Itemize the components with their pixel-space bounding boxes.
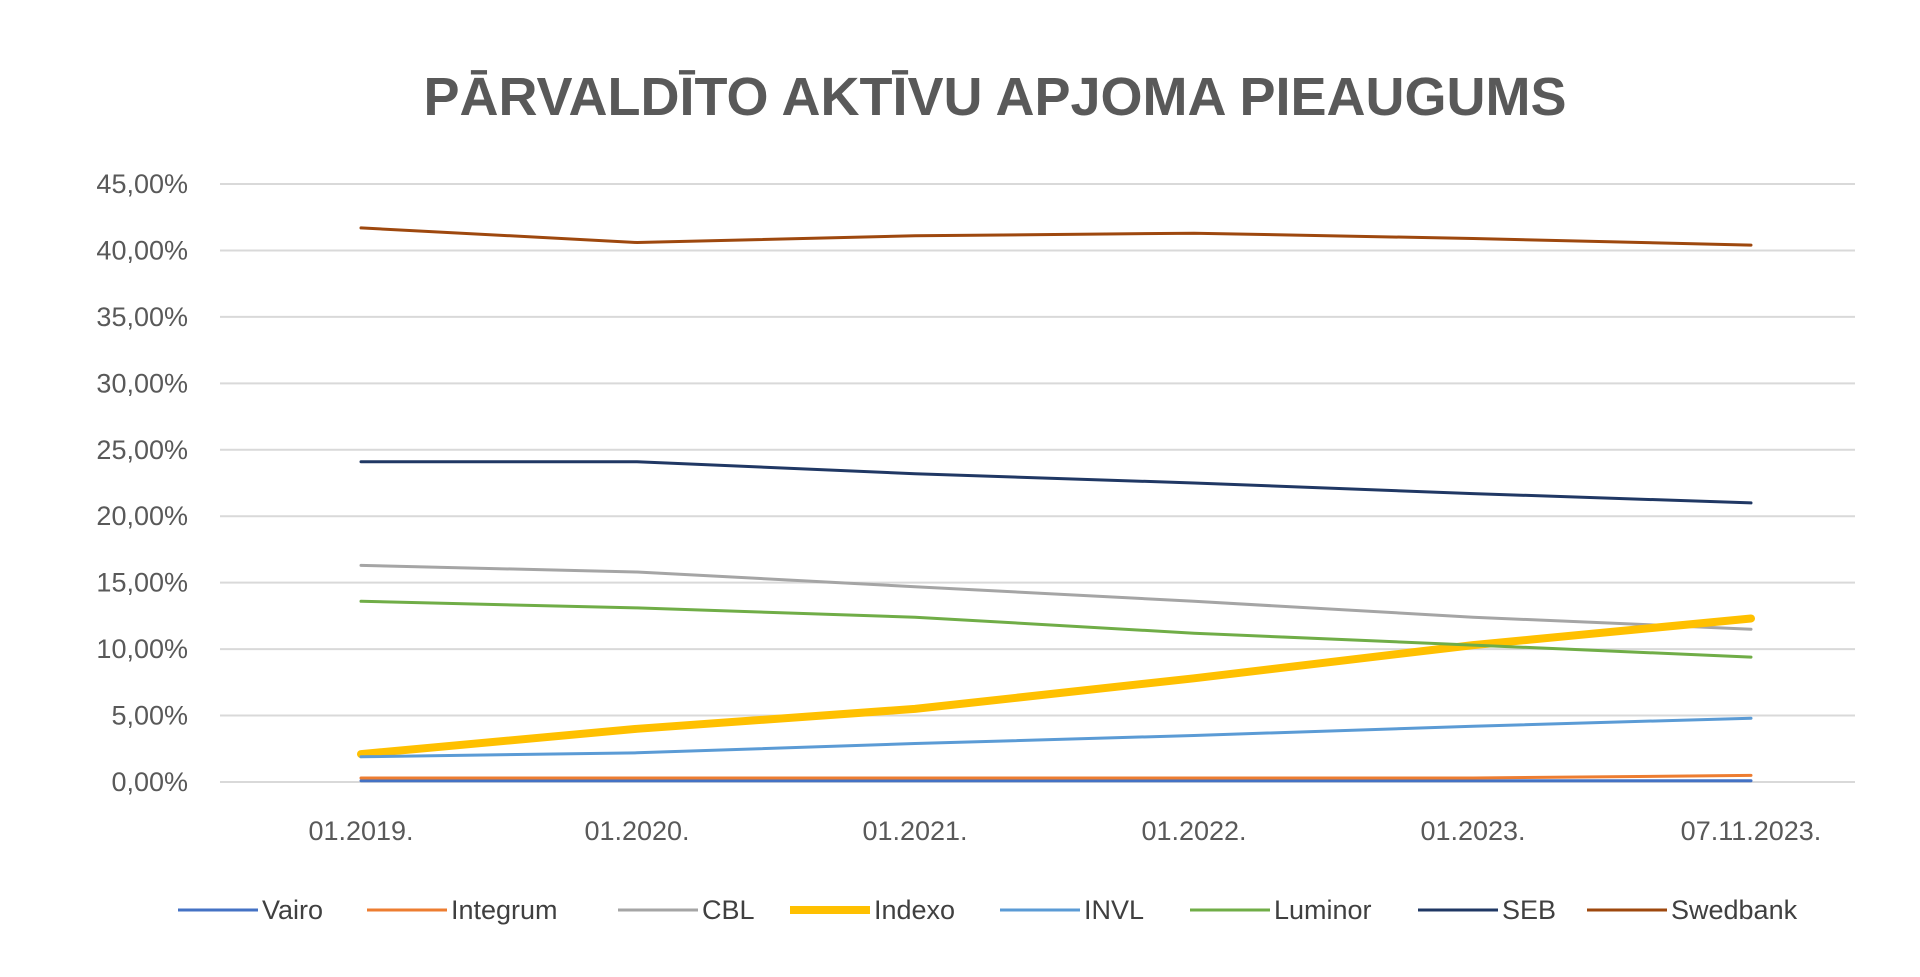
legend-label: INVL <box>1084 895 1144 925</box>
series-line-invl <box>359 716 1753 759</box>
y-tick-label: 10,00% <box>96 634 188 664</box>
y-tick-label: 15,00% <box>96 568 188 598</box>
series-line-integrum <box>359 773 1753 780</box>
series-line-cbl <box>359 563 1753 631</box>
y-tick-label: 35,00% <box>96 302 188 332</box>
series-line-luminor <box>359 599 1753 659</box>
y-tick-label: 5,00% <box>111 701 188 731</box>
y-tick-label: 0,00% <box>111 767 188 797</box>
y-tick-label: 40,00% <box>96 235 188 265</box>
chart-title: PĀRVALDĪTO AKTĪVU APJOMA PIEAUGUMS <box>423 67 1566 127</box>
x-tick-label: 01.2023. <box>1420 816 1525 846</box>
legend-label: SEB <box>1502 895 1556 925</box>
x-tick-label: 01.2022. <box>1141 816 1246 846</box>
legend-label: Indexo <box>874 895 955 925</box>
x-axis: 01.2019. 01.2020. 01.2021. 01.2022. 01.2023.… <box>308 816 1821 846</box>
legend: Vairo Integrum CBL Indexo INVL Luminor SEB Swed… <box>178 895 1798 925</box>
y-tick-label: 45,00% <box>96 169 188 199</box>
x-tick-label: 01.2020. <box>584 816 689 846</box>
legend-label: Luminor <box>1274 895 1372 925</box>
series-line-seb <box>359 460 1753 505</box>
y-tick-label: 30,00% <box>96 368 188 398</box>
legend-label: CBL <box>702 895 755 925</box>
legend-label: Vairo <box>262 895 323 925</box>
series-lines <box>357 226 1755 783</box>
y-axis: 0,00% 5,00% 10,00% 15,00% 20,00% 25,00% 30,00%… <box>96 169 188 797</box>
series-line-swedbank <box>359 226 1753 247</box>
x-tick-label: 01.2019. <box>308 816 413 846</box>
x-tick-label: 01.2021. <box>862 816 967 846</box>
legend-label: Swedbank <box>1671 895 1798 925</box>
x-tick-label: 07.11.2023. <box>1681 816 1822 846</box>
series-line-indexo <box>357 614 1755 759</box>
legend-label: Integrum <box>451 895 558 925</box>
gridlines <box>220 183 1855 783</box>
y-tick-label: 20,00% <box>96 501 188 531</box>
y-tick-label: 25,00% <box>96 435 188 465</box>
